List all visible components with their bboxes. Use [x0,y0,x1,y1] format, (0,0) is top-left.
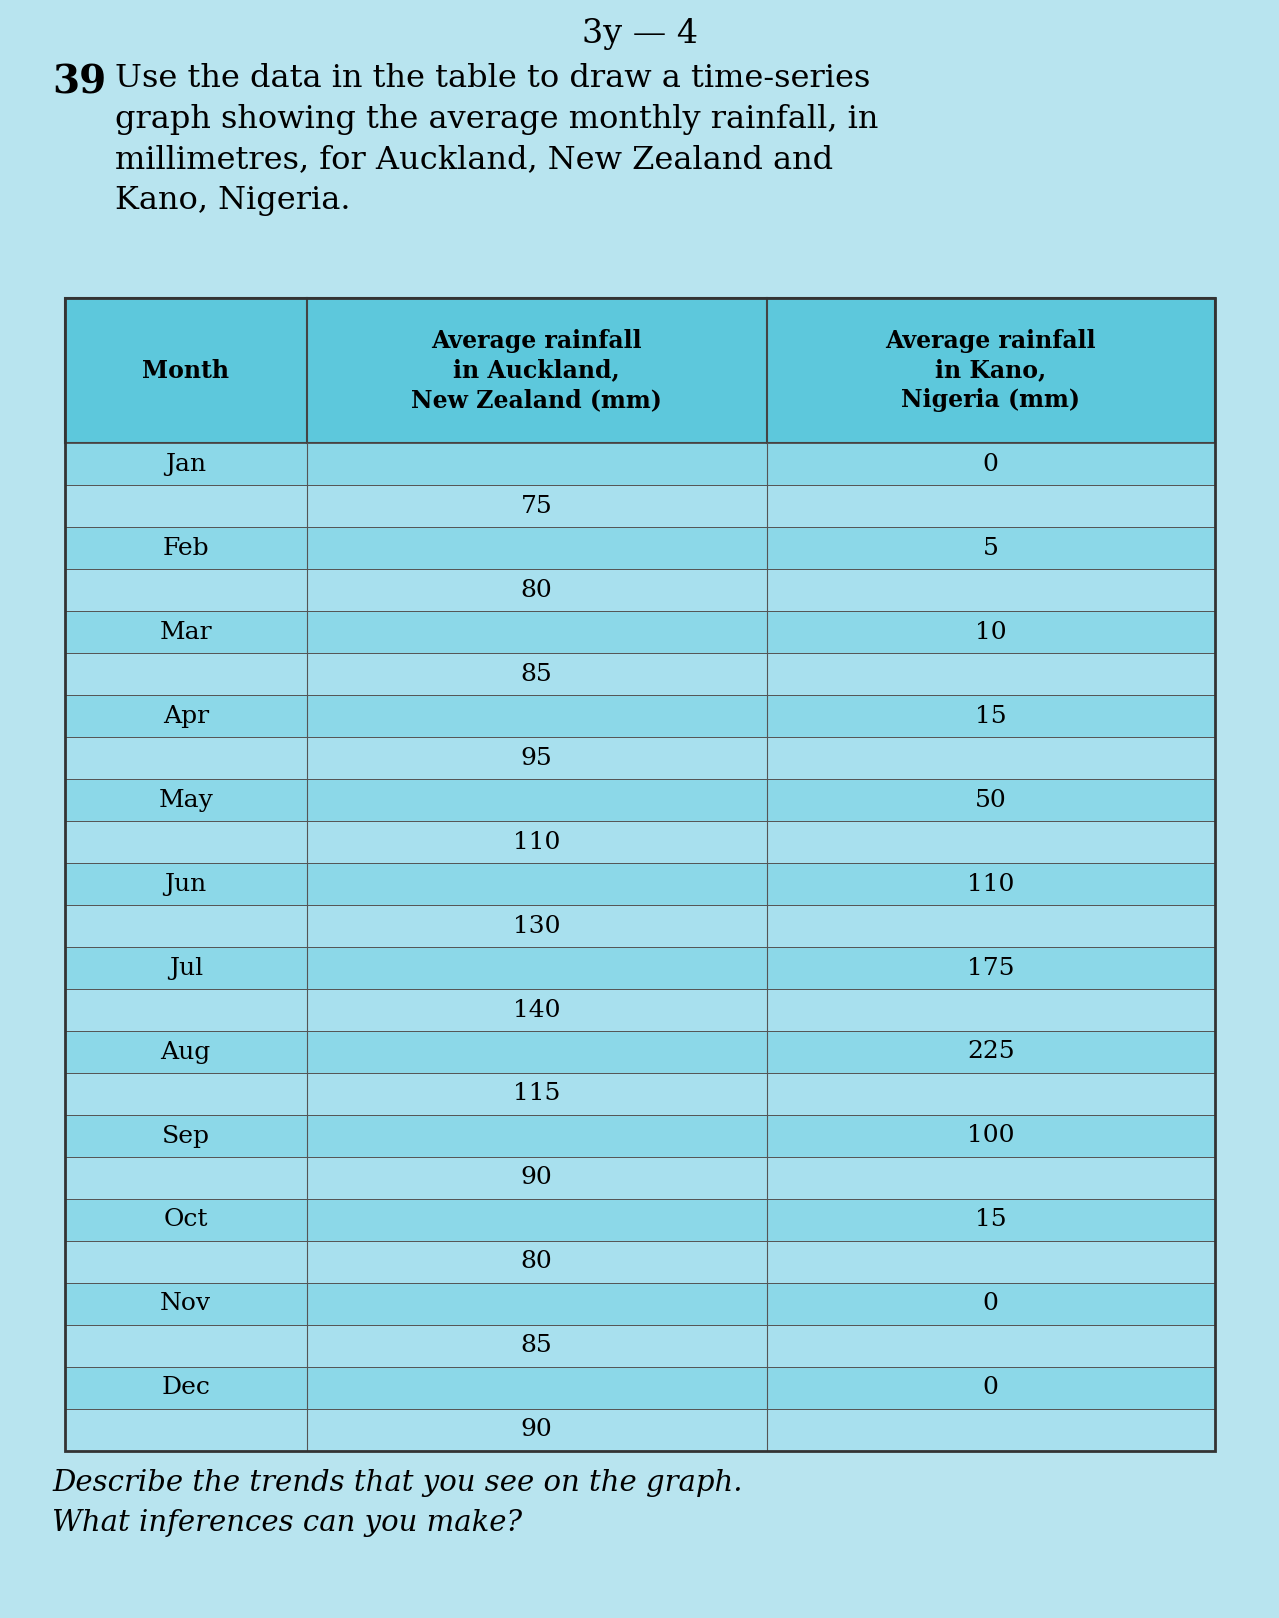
Text: Sep: Sep [161,1125,210,1147]
Text: Feb: Feb [162,537,208,560]
Text: Apr: Apr [162,704,208,728]
Bar [65,778,1215,820]
Text: 80: 80 [521,1251,553,1273]
Text: 115: 115 [513,1082,560,1105]
Text: 50: 50 [975,788,1007,812]
Text: 110: 110 [513,830,560,854]
Text: 10: 10 [975,620,1007,644]
Bar [65,947,1215,989]
Text: 225: 225 [967,1040,1014,1063]
Text: Nov: Nov [160,1293,211,1315]
Text: Jul: Jul [169,956,203,979]
Bar [65,570,1215,612]
Text: 80: 80 [521,579,553,602]
Bar [65,485,1215,527]
Bar [65,1325,1215,1367]
Text: Describe the trends that you see on the graph.: Describe the trends that you see on the … [52,1469,743,1497]
Bar [65,904,1215,947]
Text: 85: 85 [521,1335,553,1358]
Bar [65,1031,1215,1073]
Text: May: May [159,788,214,812]
Bar [65,654,1215,696]
Text: 110: 110 [967,872,1014,895]
Text: 140: 140 [513,998,560,1021]
Text: Oct: Oct [164,1209,208,1231]
Text: 0: 0 [982,453,999,476]
Text: 15: 15 [975,1209,1007,1231]
Text: 0: 0 [982,1377,999,1400]
Bar [65,989,1215,1031]
Text: Dec: Dec [161,1377,210,1400]
Text: 75: 75 [521,495,553,518]
Text: Aug: Aug [161,1040,211,1063]
Text: What inferences can you make?: What inferences can you make? [52,1510,522,1537]
Bar [65,443,1215,485]
Bar [65,612,1215,654]
Bar [65,738,1215,778]
Text: 5: 5 [982,537,999,560]
Text: Use the data in the table to draw a time-series
graph showing the average monthl: Use the data in the table to draw a time… [115,63,879,215]
Text: 39: 39 [52,63,106,100]
Bar [65,1367,1215,1409]
Text: 3y — 4: 3y — 4 [582,18,698,50]
Text: 0: 0 [982,1293,999,1315]
Bar [65,1409,1215,1451]
Bar [65,696,1215,738]
Text: 90: 90 [521,1419,553,1442]
Bar [65,298,1215,443]
Text: Average rainfall
in Auckland,
New Zealand (mm): Average rainfall in Auckland, New Zealan… [411,328,663,413]
Bar [65,1073,1215,1115]
Text: 175: 175 [967,956,1014,979]
Bar [65,1157,1215,1199]
Text: Average rainfall
in Kano,
Nigeria (mm): Average rainfall in Kano, Nigeria (mm) [885,328,1096,413]
Bar [65,862,1215,904]
Text: 100: 100 [967,1125,1014,1147]
Bar [65,1115,1215,1157]
Text: 85: 85 [521,662,553,686]
Text: Month: Month [142,359,229,382]
Bar [65,527,1215,570]
Text: 15: 15 [975,704,1007,728]
Text: 130: 130 [513,914,560,937]
Bar [65,820,1215,862]
Text: 95: 95 [521,746,553,770]
Bar [65,1199,1215,1241]
Text: Jun: Jun [165,872,207,895]
Text: Mar: Mar [160,620,212,644]
Bar [65,298,1215,1451]
Bar [65,1241,1215,1283]
Text: Jan: Jan [165,453,206,476]
Bar [65,1283,1215,1325]
Text: 90: 90 [521,1167,553,1189]
